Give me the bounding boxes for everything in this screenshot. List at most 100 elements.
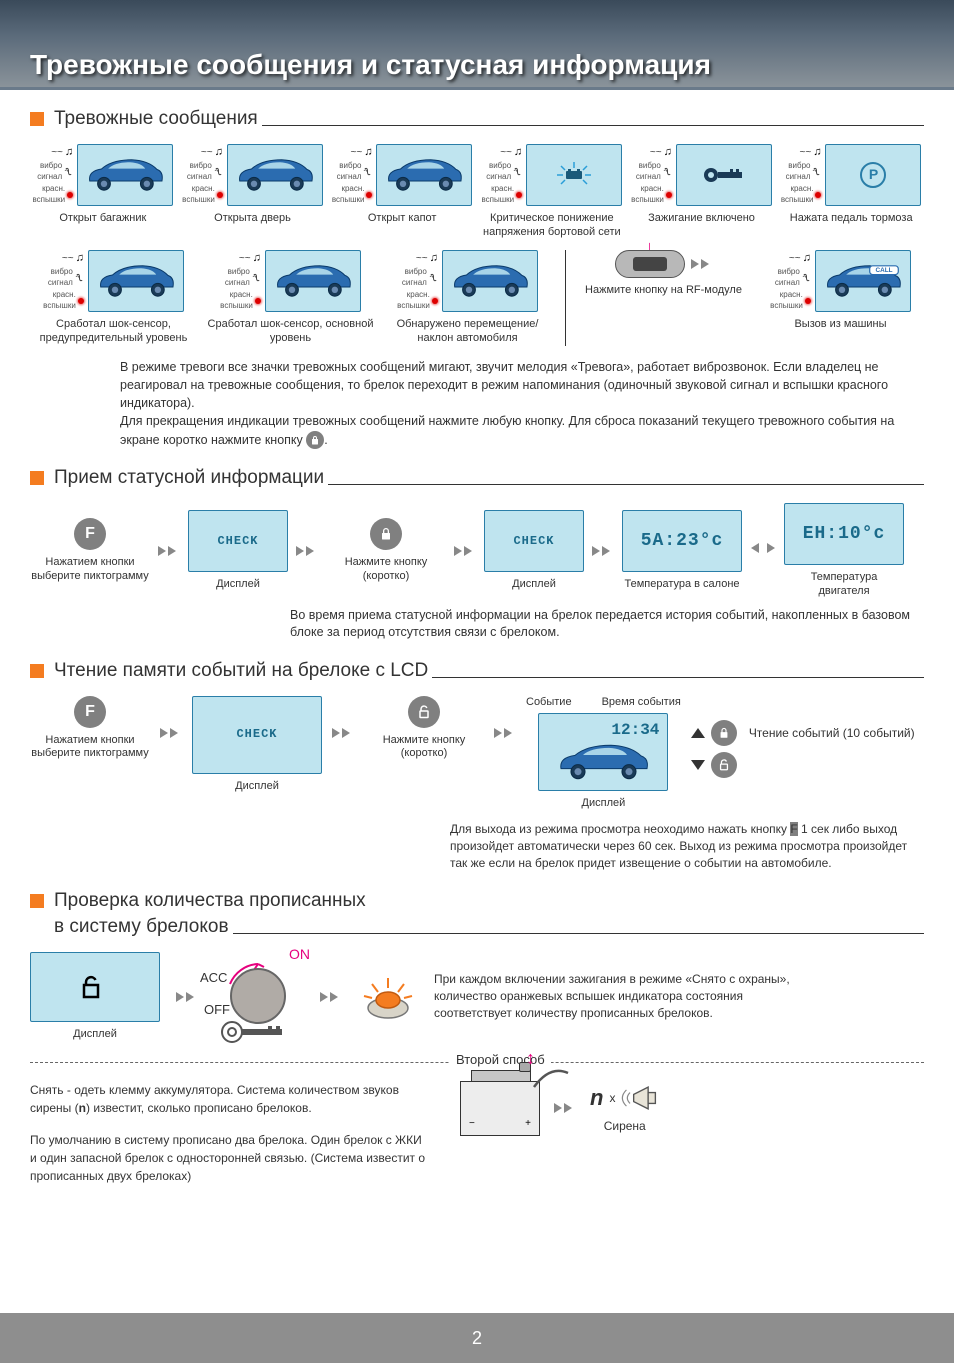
section4-heading: Проверка количества прописанных bbox=[30, 890, 924, 912]
flow-step: Нажмите кнопку (коротко) bbox=[326, 518, 446, 584]
second-text-p1: Снять - одеть клемму аккумулятора. Систе… bbox=[30, 1081, 430, 1117]
flow-step: CHECK Дисплей bbox=[188, 510, 288, 592]
alarm-indicator: ~~ ♫ вибросигнал красн.вспышки bbox=[43, 251, 84, 311]
lock-button-icon bbox=[711, 720, 737, 746]
ignition-diagram: ON ACC OFF bbox=[214, 952, 304, 1042]
alarm-indicator: ~~ ♫ вибросигнал красн.вспышки bbox=[397, 251, 438, 311]
lock-icon bbox=[306, 431, 324, 449]
alarm-indicator: ~~ ♫ вибросигнал красн.вспышки bbox=[631, 145, 672, 205]
battery-diagram: ↕ − + n x bbox=[460, 1081, 659, 1136]
alarm-caption: Критическое понижение напряжения бортово… bbox=[479, 212, 625, 240]
lcd-card bbox=[77, 144, 173, 206]
alarm-cell: ~~ ♫ вибросигнал красн.вспышки Критическ… bbox=[479, 144, 625, 240]
parking-icon: P bbox=[860, 162, 886, 188]
section3-title: Чтение памяти событий на брелоке с LCD bbox=[54, 660, 428, 682]
step-caption: Нажатием кнопки выберите пиктограмму bbox=[30, 734, 150, 762]
arrow-right-icon bbox=[691, 257, 713, 271]
alarm-row1: ~~ ♫ вибросигнал красн.вспышки Открыт ба… bbox=[30, 144, 924, 240]
footer: 2 bbox=[0, 1313, 954, 1363]
ignition-off-label: OFF bbox=[204, 1002, 230, 1017]
bullet-icon bbox=[30, 894, 44, 908]
lcd-card: CALL bbox=[815, 250, 911, 312]
alarm-caption: Зажигание включено bbox=[648, 212, 755, 240]
section2-heading: Прием статусной информации bbox=[30, 467, 924, 489]
flow-step: CHECK Дисплей bbox=[484, 510, 584, 592]
section1-heading: Тревожные сообщения bbox=[30, 108, 924, 130]
section3-note: Для выхода из режима просмотра неоходимо… bbox=[450, 821, 924, 871]
lcd-card bbox=[227, 144, 323, 206]
fob-display: Дисплей bbox=[30, 952, 160, 1042]
second-method-text: Снять - одеть клемму аккумулятора. Систе… bbox=[30, 1081, 430, 1185]
section1-note: В режиме тревоги все значки тревожных со… bbox=[120, 358, 924, 449]
flow-step: 5A:23°c Температура в салоне bbox=[622, 510, 742, 592]
section4-title-line1: Проверка количества прописанных bbox=[54, 890, 366, 912]
bullet-icon bbox=[30, 664, 44, 678]
lcd-unlock-icon bbox=[30, 952, 160, 1022]
led-flash-icon bbox=[358, 974, 418, 1020]
svg-text:CALL: CALL bbox=[875, 267, 892, 274]
arrow-right-icon bbox=[160, 726, 182, 740]
triangle-down-icon bbox=[691, 760, 705, 770]
alarm-cell: ~~ ♫ вибросигнал красн.вспышки Обнаружен… bbox=[384, 250, 551, 346]
lcd-display: CHECK bbox=[484, 510, 584, 572]
section3-heading: Чтение памяти событий на брелоке с LCD bbox=[30, 660, 924, 682]
event-scroll-group: Чтение событий (10 событий) bbox=[691, 720, 915, 778]
status-flow: F Нажатием кнопки выберите пиктограмму CH… bbox=[30, 503, 924, 599]
section2-note: Во время приема статусной информации на … bbox=[290, 607, 924, 642]
n-variable: n bbox=[590, 1085, 603, 1111]
lcd-card: P bbox=[825, 144, 921, 206]
lcd-card bbox=[88, 250, 184, 312]
padlock-open-icon bbox=[80, 975, 110, 999]
alarm-indicator: ~~ ♫ вибросигнал красн.вспышки bbox=[182, 145, 223, 205]
rf-module-icon: ↓ bbox=[615, 250, 685, 278]
bullet-icon bbox=[30, 112, 44, 126]
alarm-cell: ~~ ♫ вибросигнал красн.вспышки Зажигание… bbox=[629, 144, 775, 240]
key-icon bbox=[702, 166, 746, 184]
alarm-indicator: ~~ ♫ вибросигнал красн.вспышки bbox=[220, 251, 261, 311]
arrow-right-icon bbox=[176, 990, 198, 1004]
readout-label: Чтение событий (10 событий) bbox=[749, 726, 915, 740]
lcd-display: CHECK bbox=[192, 696, 322, 774]
heading-underline bbox=[262, 125, 924, 126]
lcd-card bbox=[526, 144, 622, 206]
separator bbox=[565, 250, 566, 346]
heading-underline bbox=[328, 484, 924, 485]
alarm-indicator: ~~ ♫ вибросигнал красн.вспышки bbox=[482, 145, 523, 205]
alarm-cell: ~~ ♫ вибросигнал красн.вспышки Сработал … bbox=[207, 250, 374, 346]
second-text-p2: По умолчанию в систему прописано два бре… bbox=[30, 1131, 430, 1185]
alarm-indicator: ~~ ♫ вибросигнал красн.вспышки bbox=[781, 145, 822, 205]
alarm-caption: Нажата педаль тормоза bbox=[790, 212, 913, 240]
siren-caption: Сирена bbox=[604, 1119, 646, 1133]
f-button-icon: F bbox=[790, 822, 797, 836]
alarm-cell: ~~ ♫ вибросигнал красн.вспышки Открыта д… bbox=[180, 144, 326, 240]
arrow-right-icon bbox=[332, 726, 354, 740]
lcd-event-display: 12:34 bbox=[538, 713, 668, 791]
event-labels: Событие Время события bbox=[526, 696, 681, 710]
event-flow: F Нажатием кнопки выберите пиктограмму CH… bbox=[30, 696, 924, 812]
f-button-icon: F bbox=[74, 518, 106, 550]
display-caption: Дисплей bbox=[73, 1028, 117, 1042]
page-title: Тревожные сообщения и статусная информац… bbox=[30, 49, 711, 81]
alarm-cell: ~~ ♫ вибросигнал красн.вспышки Открыт ка… bbox=[329, 144, 475, 240]
arrow-right-icon bbox=[494, 726, 516, 740]
flow-step: F Нажатием кнопки выберите пиктограмму bbox=[30, 696, 150, 762]
step-caption: Нажмите кнопку (коротко) bbox=[326, 556, 446, 584]
siren-group: n x Сирена bbox=[590, 1083, 659, 1133]
alarm-caption: Сработал шок-сенсор, основной уровень bbox=[207, 318, 374, 346]
alarm-cell: ~~ ♫ вибросигнал красн.вспышки CALL Вызо… bbox=[757, 250, 924, 346]
note-text: В режиме тревоги все значки тревожных со… bbox=[120, 360, 894, 447]
alarm-caption: Сработал шок-сенсор, предупредительный у… bbox=[30, 318, 197, 346]
double-arrow-icon bbox=[750, 541, 776, 560]
step-caption: Дисплей bbox=[512, 578, 556, 592]
step-caption: Дисплей bbox=[235, 780, 279, 794]
f-button-icon: F bbox=[74, 696, 106, 728]
event-label: Событие bbox=[526, 696, 572, 710]
alarm-caption: Открыт багажник bbox=[59, 212, 146, 240]
alarm-indicator: ~~ ♫ вибросигнал красн.вспышки bbox=[770, 251, 811, 311]
lcd-display: CHECK bbox=[188, 510, 288, 572]
arrow-right-icon bbox=[592, 544, 614, 558]
step-caption: Нажатием кнопки выберите пиктограмму bbox=[30, 556, 150, 584]
fob-flow: Дисплей ON ACC OFF bbox=[30, 952, 924, 1042]
unlock-button-icon bbox=[711, 752, 737, 778]
scroll-down-row bbox=[691, 752, 737, 778]
